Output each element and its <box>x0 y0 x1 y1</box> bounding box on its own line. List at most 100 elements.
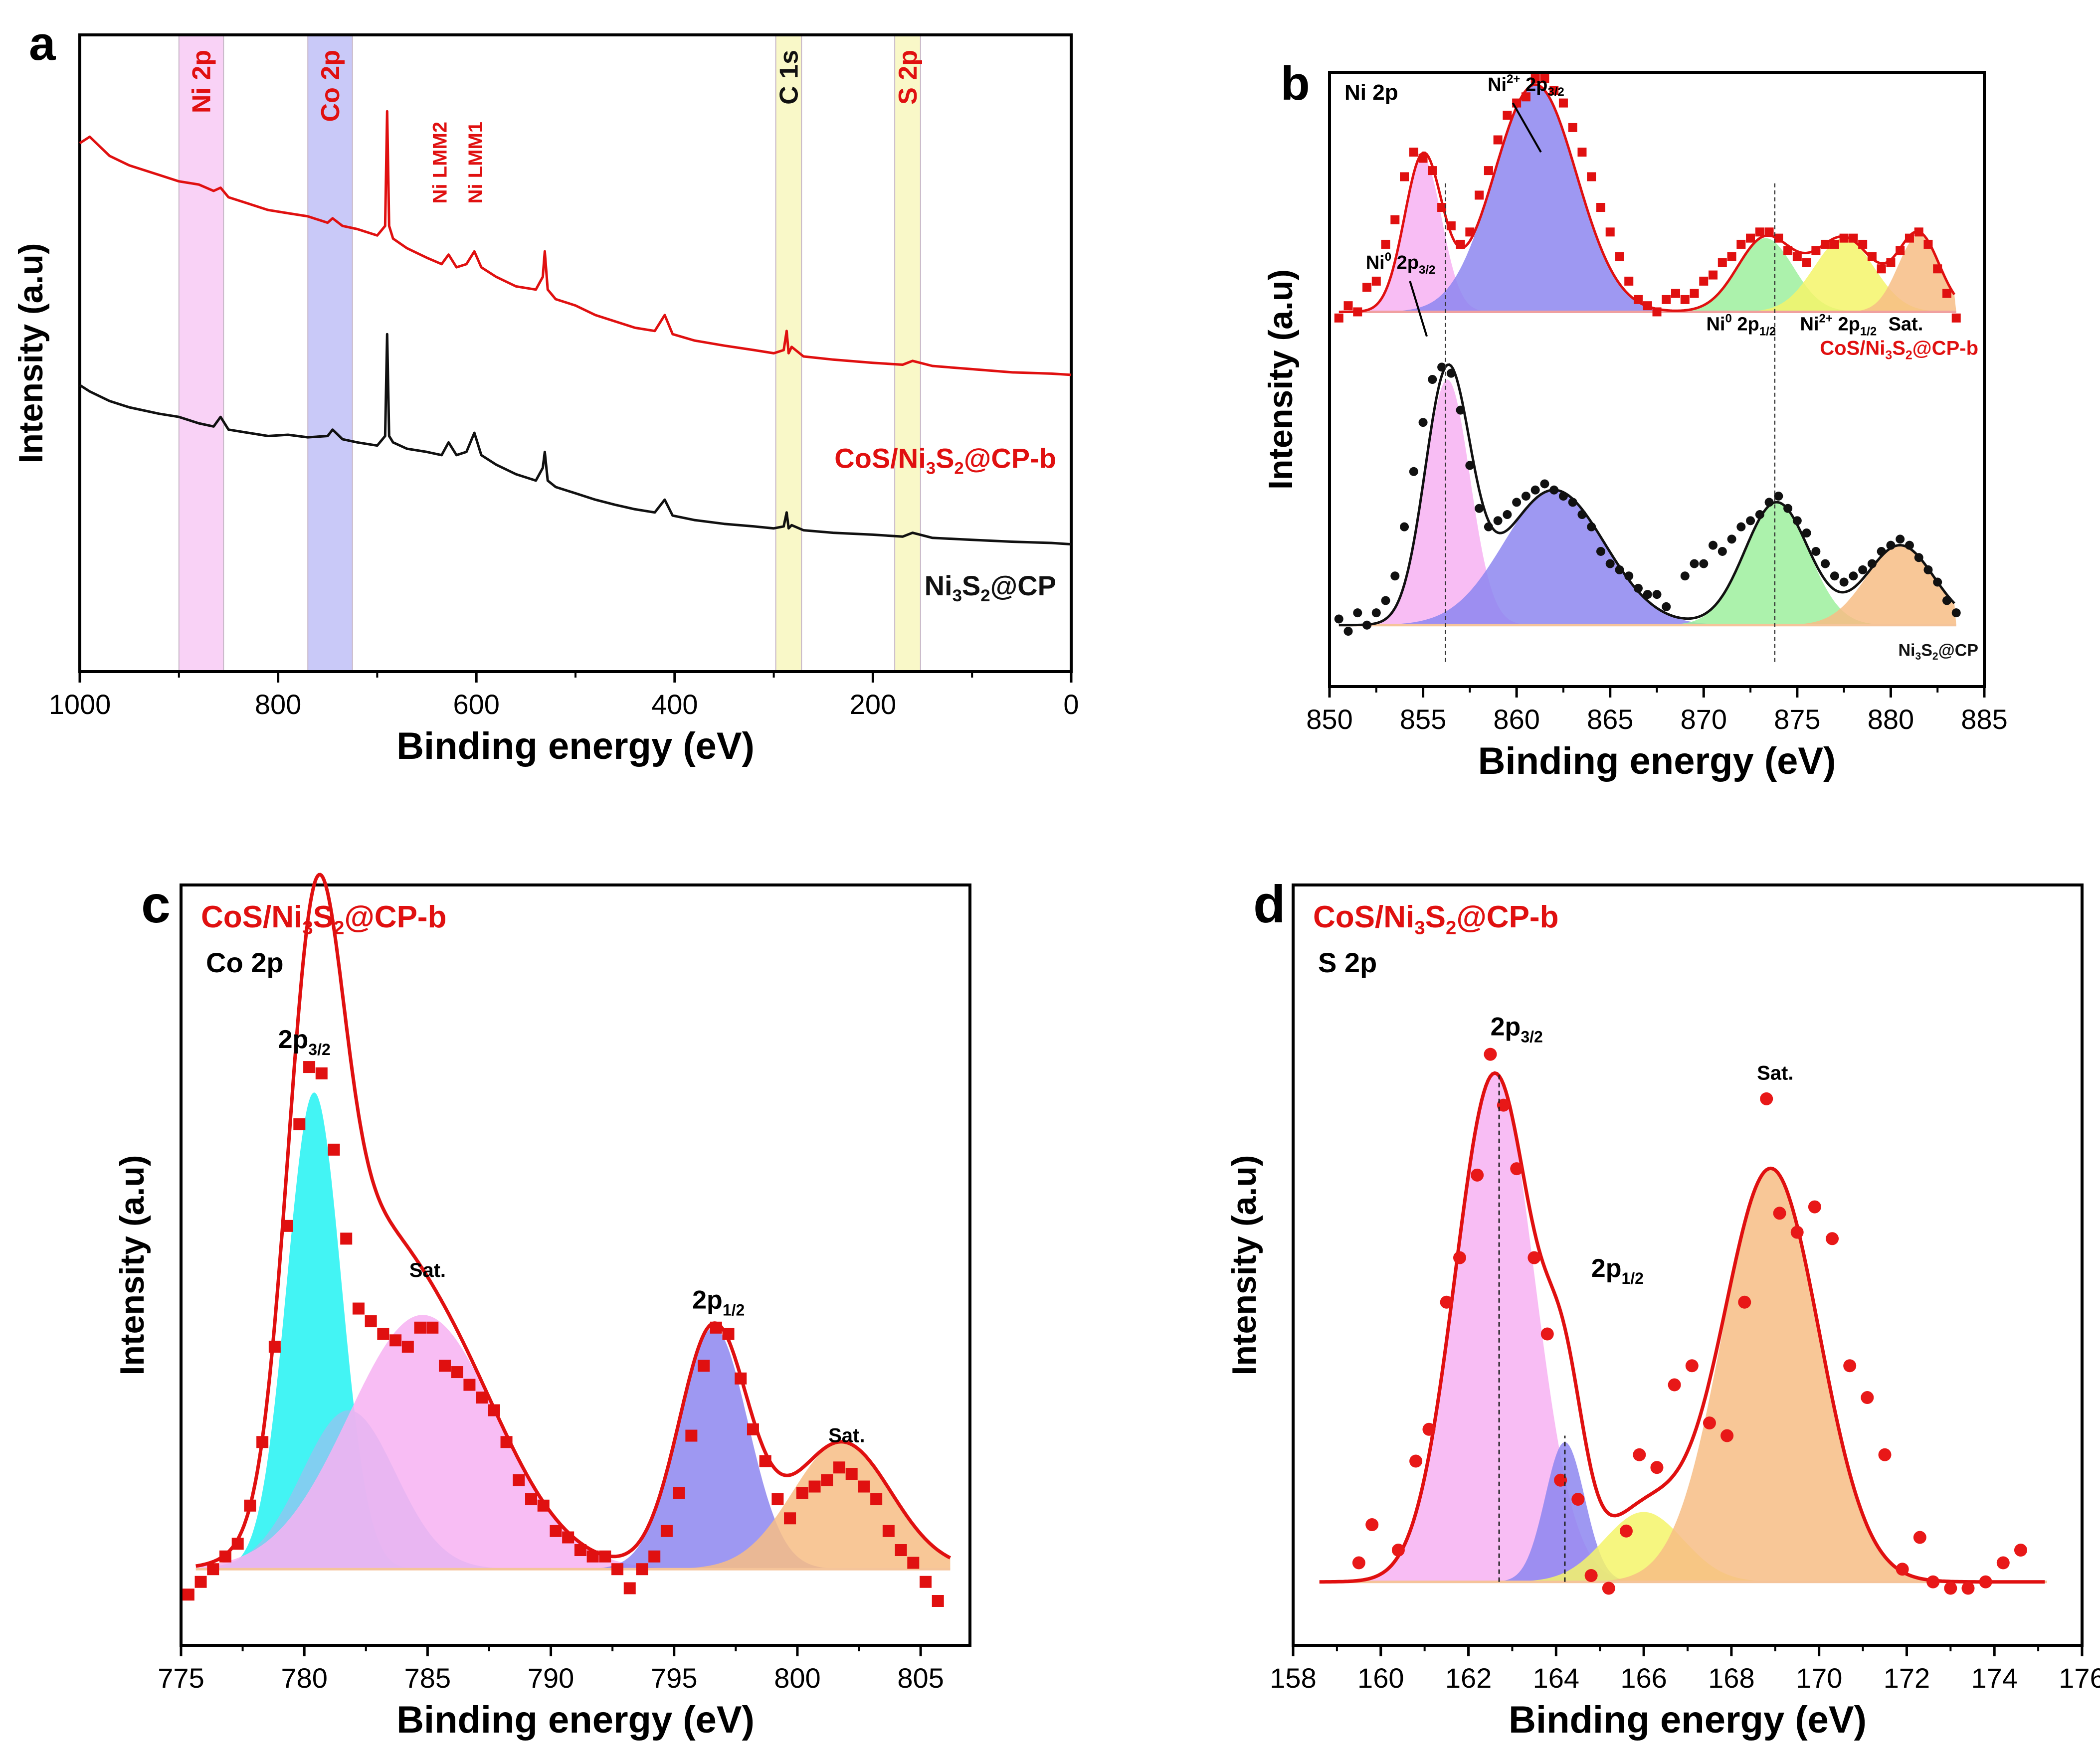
data-point <box>1577 510 1587 520</box>
component-peak <box>195 1442 951 1570</box>
data-point <box>1549 485 1559 495</box>
data-point <box>1926 1575 1940 1588</box>
data-point <box>1839 233 1849 243</box>
x-tick-label: 164 <box>1533 1662 1579 1694</box>
x-tick-label: 160 <box>1357 1662 1404 1694</box>
data-point <box>1512 498 1522 507</box>
data-point <box>1362 620 1372 630</box>
data-point <box>845 1468 858 1480</box>
x-tick-label: 172 <box>1884 1662 1930 1694</box>
x-tick-label: 780 <box>281 1662 327 1694</box>
legend-sample: CoS/Ni3S2@CP-b <box>201 900 446 939</box>
data-point <box>1334 313 1343 323</box>
band-co2p-label: Co 2p <box>316 50 345 122</box>
component-peak <box>1338 379 1956 625</box>
data-point <box>586 1550 599 1563</box>
x-tick-label: 855 <box>1400 704 1446 735</box>
data-point <box>1755 227 1764 237</box>
panel-c-co2p-spectrum: 775 780 785 790 795 800 805 Binding energy (eV)… <box>113 873 971 1741</box>
x-tick-label: 158 <box>1270 1662 1316 1694</box>
panel-a-survey-spectrum: Ni 2p Co 2p C 1s S 2p 1000 800 600 400 200 0 Bindi… <box>12 17 1079 767</box>
data-point <box>1878 1448 1892 1461</box>
data-point <box>513 1474 525 1486</box>
data-point <box>1437 203 1447 212</box>
data-point <box>1334 614 1343 624</box>
data-point <box>1718 546 1727 556</box>
data-point <box>1605 227 1615 237</box>
component-peak <box>1338 235 1956 312</box>
plot-frame-c <box>180 883 971 1647</box>
y-axis-label: Intensity (a.u) <box>1262 269 1300 490</box>
x-axis-label: Binding energy (eV) <box>396 725 755 767</box>
component-peak <box>1338 84 1956 312</box>
data-point <box>1362 283 1372 292</box>
y-axis-label: Intensity (a.u) <box>12 243 50 463</box>
data-point <box>1440 1295 1453 1309</box>
data-point <box>1624 571 1634 581</box>
data-point <box>1886 258 1896 267</box>
data-point <box>1615 252 1624 261</box>
x-tick-label: 850 <box>1306 704 1352 735</box>
data-point <box>1923 239 1933 249</box>
data-point <box>1811 246 1821 255</box>
data-point <box>1530 74 1540 83</box>
x-tick-label: 805 <box>897 1662 944 1694</box>
panel-title-c: Co 2p <box>206 947 284 978</box>
data-point <box>1428 375 1437 384</box>
data-point <box>1540 479 1549 489</box>
data-point <box>1680 295 1690 304</box>
arrow <box>1409 281 1428 337</box>
data-point <box>611 1563 624 1576</box>
data-point <box>1790 1226 1804 1239</box>
x-tick-label: 0 <box>1063 689 1079 720</box>
panel-label-d: d <box>1253 875 1286 934</box>
data-point <box>1877 546 1886 556</box>
data-point <box>315 1067 328 1079</box>
data-point <box>1577 148 1587 157</box>
data-point <box>1652 307 1662 317</box>
data-point <box>1811 546 1821 556</box>
data-point <box>1571 1493 1585 1506</box>
data-point <box>932 1595 944 1607</box>
data-point <box>1914 553 1923 562</box>
data-point <box>1484 1048 1497 1061</box>
peak-label: Sat. <box>1757 1062 1793 1084</box>
data-point <box>1773 1207 1786 1220</box>
panel-label-a: a <box>29 17 56 70</box>
data-point <box>698 1360 710 1372</box>
data-point <box>1905 233 1914 243</box>
data-point <box>1877 264 1886 274</box>
band-c1s-label: C 1s <box>774 50 803 105</box>
data-point <box>1826 1232 1839 1245</box>
panel-d-s2p-spectrum: 158 160 162 164 166 168 170 172 174 176 Binding en… <box>1225 875 2100 1741</box>
data-point <box>1527 1251 1541 1264</box>
data-point <box>1549 86 1559 95</box>
data-point <box>1650 1461 1664 1474</box>
x-tick-label: 800 <box>774 1662 820 1694</box>
peak-label: 2p1/2 <box>1591 1254 1644 1287</box>
data-point <box>1652 590 1662 599</box>
data-point <box>231 1538 244 1550</box>
data-point <box>352 1302 365 1315</box>
x-tick-label: 176 <box>2059 1662 2100 1694</box>
data-point <box>1453 1251 1466 1264</box>
component-peak <box>195 1092 951 1570</box>
data-point <box>920 1576 932 1588</box>
data-point <box>833 1461 845 1474</box>
data-point <box>1699 276 1709 286</box>
data-point <box>1746 233 1755 243</box>
data-point <box>1861 1391 1874 1405</box>
data-point <box>550 1525 562 1537</box>
x-axis-c: 775 780 785 790 795 800 805 <box>158 1645 944 1694</box>
data-point <box>328 1143 340 1156</box>
data-point <box>1418 418 1428 427</box>
data-point <box>784 1512 796 1525</box>
data-point <box>1475 504 1484 513</box>
arrow <box>1512 102 1542 153</box>
data-point <box>1568 123 1577 132</box>
data-point <box>1633 583 1643 593</box>
x-tick-label: 785 <box>404 1662 451 1694</box>
peak-label: Ni2+ 2p3/2 <box>1488 72 1564 99</box>
data-point <box>1727 252 1736 261</box>
data-point <box>1783 504 1793 513</box>
